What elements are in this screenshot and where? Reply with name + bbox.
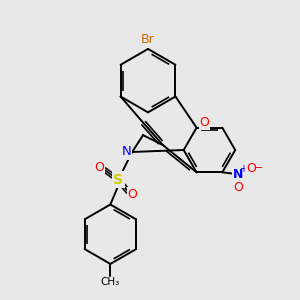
Text: O: O xyxy=(127,188,137,201)
Text: Br: Br xyxy=(141,32,155,46)
Text: O: O xyxy=(94,161,104,174)
Text: −: − xyxy=(254,163,264,173)
Text: O: O xyxy=(200,116,209,129)
Text: N: N xyxy=(121,146,131,158)
Text: CH₃: CH₃ xyxy=(101,277,120,287)
Text: S: S xyxy=(113,173,123,187)
Text: +: + xyxy=(239,164,247,174)
Text: O: O xyxy=(233,181,243,194)
Text: O: O xyxy=(246,162,256,175)
Text: N: N xyxy=(233,168,243,181)
